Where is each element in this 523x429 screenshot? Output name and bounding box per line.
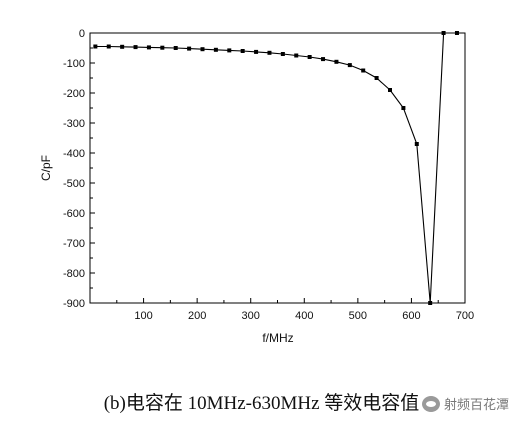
data-point-marker (374, 76, 379, 80)
y-tick-label: -800 (63, 268, 85, 280)
data-point-marker (454, 31, 459, 35)
data-point-marker (388, 88, 392, 92)
y-tick-label: -100 (63, 58, 85, 70)
data-point-marker (294, 53, 299, 58)
data-point-marker (146, 45, 151, 50)
x-tick-label: 100 (134, 310, 152, 322)
y-tick-label: -300 (63, 118, 85, 130)
data-point-marker (133, 45, 138, 50)
data-point-marker (240, 49, 245, 53)
watermark-text: 射频百花潭 (443, 398, 509, 413)
data-point-marker (120, 44, 125, 49)
plot-area-border (89, 32, 466, 304)
data-point-marker (267, 50, 272, 55)
data-point-marker (200, 47, 205, 52)
x-tick-label: 500 (349, 310, 367, 322)
y-tick-label: 0 (79, 28, 85, 40)
y-tick-label: -900 (63, 298, 85, 310)
x-tick-label: 400 (295, 310, 313, 322)
data-point-marker (213, 47, 218, 52)
y-tick-label: -200 (63, 88, 85, 100)
data-point-marker (93, 44, 98, 49)
data-point-marker (361, 68, 366, 73)
data-point-marker (414, 142, 419, 146)
y-tick-label: -600 (63, 208, 85, 220)
y-tick-label: -700 (63, 238, 85, 250)
y-tick-label: -500 (63, 178, 85, 190)
watermark: 射频百花潭 (421, 394, 509, 413)
x-tick-label: 200 (188, 310, 206, 322)
x-tick-label: 600 (402, 310, 420, 322)
wechat-logo-icon (421, 395, 440, 412)
series-layer (93, 31, 459, 305)
data-point-marker (254, 49, 259, 54)
data-point-marker (441, 31, 446, 35)
data-point-marker (334, 59, 339, 64)
y-axis-title: C/pF (39, 155, 53, 181)
data-point-marker (401, 106, 406, 110)
series-line (95, 32, 457, 304)
plot-frame (89, 32, 466, 304)
tick-layer: 100 200 300 400 500 600 700 0 -100 -200 -300 -400 -5… (63, 28, 474, 322)
x-tick-label: 700 (456, 310, 474, 322)
x-axis-title: f/MHz (262, 331, 293, 345)
data-point-marker (321, 57, 326, 62)
data-point-marker (280, 52, 285, 56)
data-point-marker (173, 46, 178, 50)
chart: 100 200 300 400 500 600 700 0 -100 -200 -300 -400 -5… (39, 28, 474, 345)
data-point-marker (106, 44, 111, 49)
x-tick-label: 300 (242, 310, 260, 322)
data-point-marker (347, 63, 352, 68)
data-point-marker (428, 301, 433, 305)
data-point-marker (187, 46, 192, 51)
data-point-marker (227, 48, 232, 53)
data-point-marker (307, 55, 312, 59)
data-point-marker (160, 45, 165, 50)
figure-caption: (b)电容在 10MHz-630MHz 等效电容值 (103, 393, 420, 414)
y-tick-label: -400 (63, 148, 85, 160)
